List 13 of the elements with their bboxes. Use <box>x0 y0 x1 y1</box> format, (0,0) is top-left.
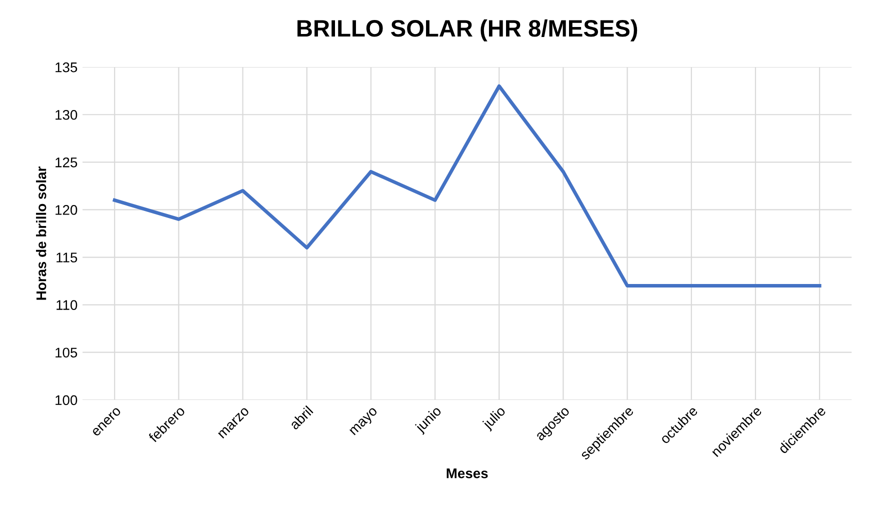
y-tick-label: 125 <box>56 158 78 168</box>
y-axis-title: Horas de brillo solar <box>36 166 46 300</box>
x-tick-label: julio <box>481 405 508 432</box>
y-tick-label: 105 <box>56 348 78 358</box>
y-tick-label: 100 <box>56 395 78 406</box>
chart-title: BRILLO SOLAR (HR 8/MESES) <box>297 19 638 42</box>
y-tick-label: 115 <box>56 252 78 262</box>
y-tick-label: 135 <box>56 62 78 72</box>
y-tick-label: 120 <box>56 205 78 215</box>
line-series <box>112 84 822 288</box>
y-tick-label: 130 <box>56 110 78 120</box>
y-tick-label: 110 <box>56 300 78 310</box>
x-axis-title: Meses <box>446 468 488 478</box>
